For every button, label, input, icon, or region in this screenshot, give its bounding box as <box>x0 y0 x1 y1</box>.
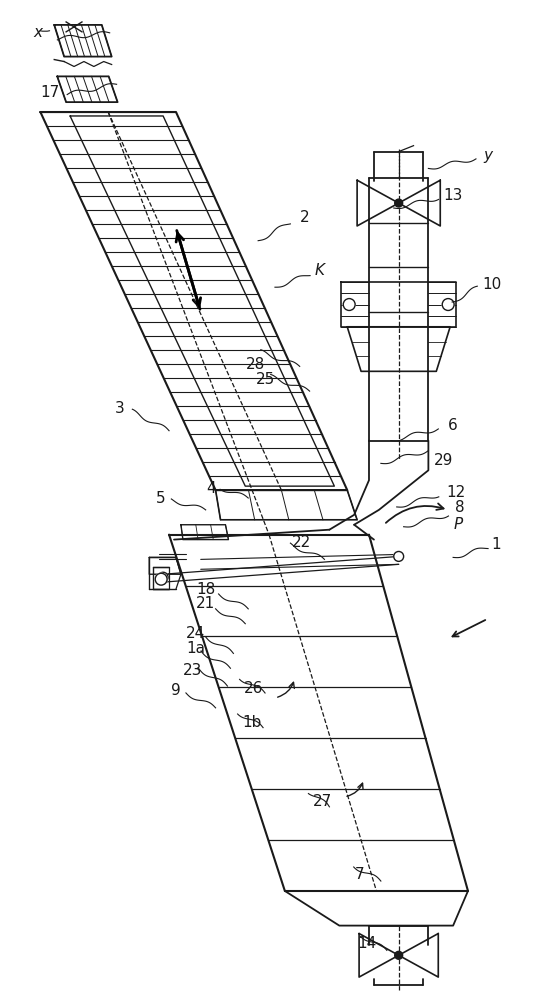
Polygon shape <box>359 934 399 977</box>
Text: x: x <box>33 25 42 40</box>
Text: 28: 28 <box>245 357 265 372</box>
Text: 5: 5 <box>156 491 166 506</box>
Text: 22: 22 <box>292 535 311 550</box>
Text: 25: 25 <box>255 372 275 387</box>
Polygon shape <box>57 76 118 102</box>
Polygon shape <box>40 112 347 490</box>
Text: 24: 24 <box>186 626 205 641</box>
Polygon shape <box>285 891 468 926</box>
Circle shape <box>158 572 168 582</box>
Circle shape <box>395 951 403 959</box>
Text: 17: 17 <box>41 85 60 100</box>
Polygon shape <box>399 934 438 977</box>
Text: 14: 14 <box>357 936 377 951</box>
Text: 7: 7 <box>354 867 364 882</box>
Text: 29: 29 <box>433 453 453 468</box>
Text: 3: 3 <box>115 401 124 416</box>
Polygon shape <box>153 567 169 589</box>
Circle shape <box>442 299 454 310</box>
Text: 6: 6 <box>449 418 458 433</box>
Circle shape <box>394 551 403 561</box>
Text: 10: 10 <box>482 277 501 292</box>
Polygon shape <box>149 557 181 574</box>
Polygon shape <box>54 25 112 57</box>
Text: 27: 27 <box>313 794 332 809</box>
Circle shape <box>395 199 403 207</box>
Text: 23: 23 <box>183 663 203 678</box>
Text: 1a: 1a <box>186 641 205 656</box>
Circle shape <box>155 573 167 585</box>
Text: 13: 13 <box>444 188 463 203</box>
Text: 4: 4 <box>206 481 216 496</box>
Polygon shape <box>342 282 456 327</box>
Circle shape <box>343 299 355 310</box>
Polygon shape <box>181 525 229 540</box>
Text: P: P <box>453 517 463 532</box>
Text: 18: 18 <box>196 582 216 597</box>
Text: 26: 26 <box>243 681 263 696</box>
Text: 2: 2 <box>300 210 310 225</box>
Text: y: y <box>483 148 493 163</box>
Polygon shape <box>357 180 399 226</box>
Text: 21: 21 <box>196 596 216 611</box>
Text: K: K <box>314 263 325 278</box>
Polygon shape <box>347 327 450 371</box>
Text: 8: 8 <box>455 500 465 515</box>
Text: 12: 12 <box>446 485 466 500</box>
Text: 1: 1 <box>491 537 501 552</box>
Polygon shape <box>216 490 357 520</box>
Text: 9: 9 <box>171 683 181 698</box>
Polygon shape <box>399 180 440 226</box>
Text: 1b: 1b <box>243 715 262 730</box>
